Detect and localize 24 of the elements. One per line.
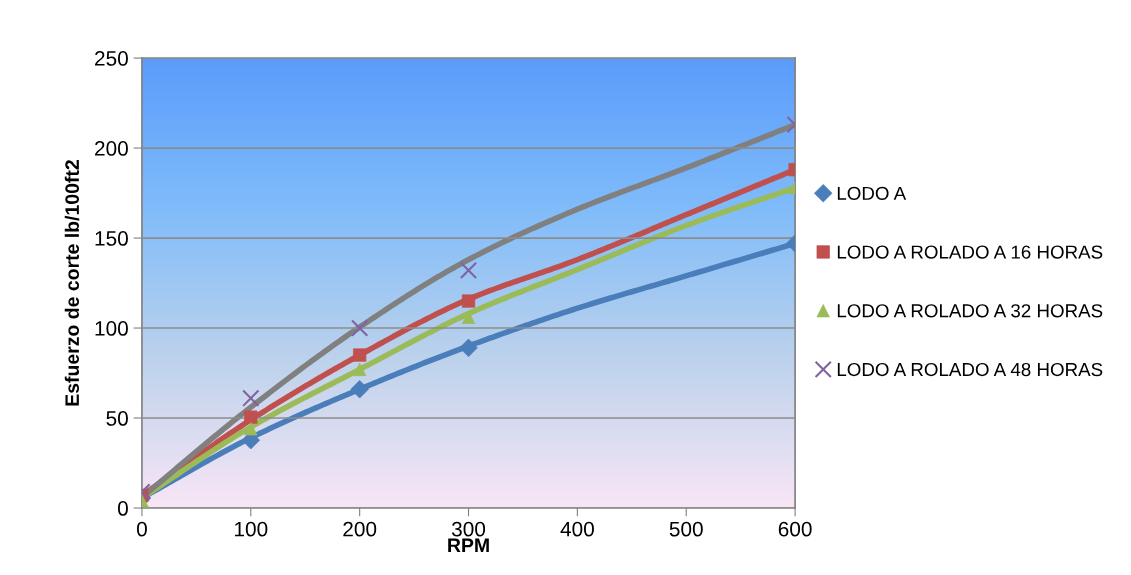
x-tick-label: 600 (778, 521, 812, 537)
y-tick-label: 50 (106, 411, 128, 426)
x-tick-label: 200 (343, 521, 377, 537)
point (459, 261, 478, 280)
legend-label: LODO A (837, 186, 907, 200)
x-tick-label: 500 (669, 521, 703, 537)
x-tick-label: 300 (451, 521, 486, 537)
legend-label: LODO A ROLADO A 16 HORAS (837, 245, 1103, 259)
y-tick-label: 100 (95, 321, 128, 336)
point (350, 319, 369, 337)
x-tick-label: 0 (136, 521, 147, 537)
point (353, 348, 367, 362)
legend-label: LODO A ROLADO A 32 HORAS (837, 304, 1103, 318)
y-tick-label: 150 (95, 231, 128, 246)
point (461, 294, 476, 308)
y-tick-label: 0 (117, 501, 128, 516)
x-tick-label: 400 (560, 521, 594, 537)
y-tick-label: 250 (95, 51, 128, 66)
x-axis-title: RPM (448, 538, 489, 552)
point (242, 389, 260, 407)
legend-label: LODO A ROLADO A 48 HORAS (837, 362, 1103, 377)
y-tick-label: 200 (95, 141, 128, 156)
x-tick-label: 100 (235, 521, 268, 537)
y-axis-title: Esfuerzo de corte lb/100ft2 (64, 160, 80, 406)
